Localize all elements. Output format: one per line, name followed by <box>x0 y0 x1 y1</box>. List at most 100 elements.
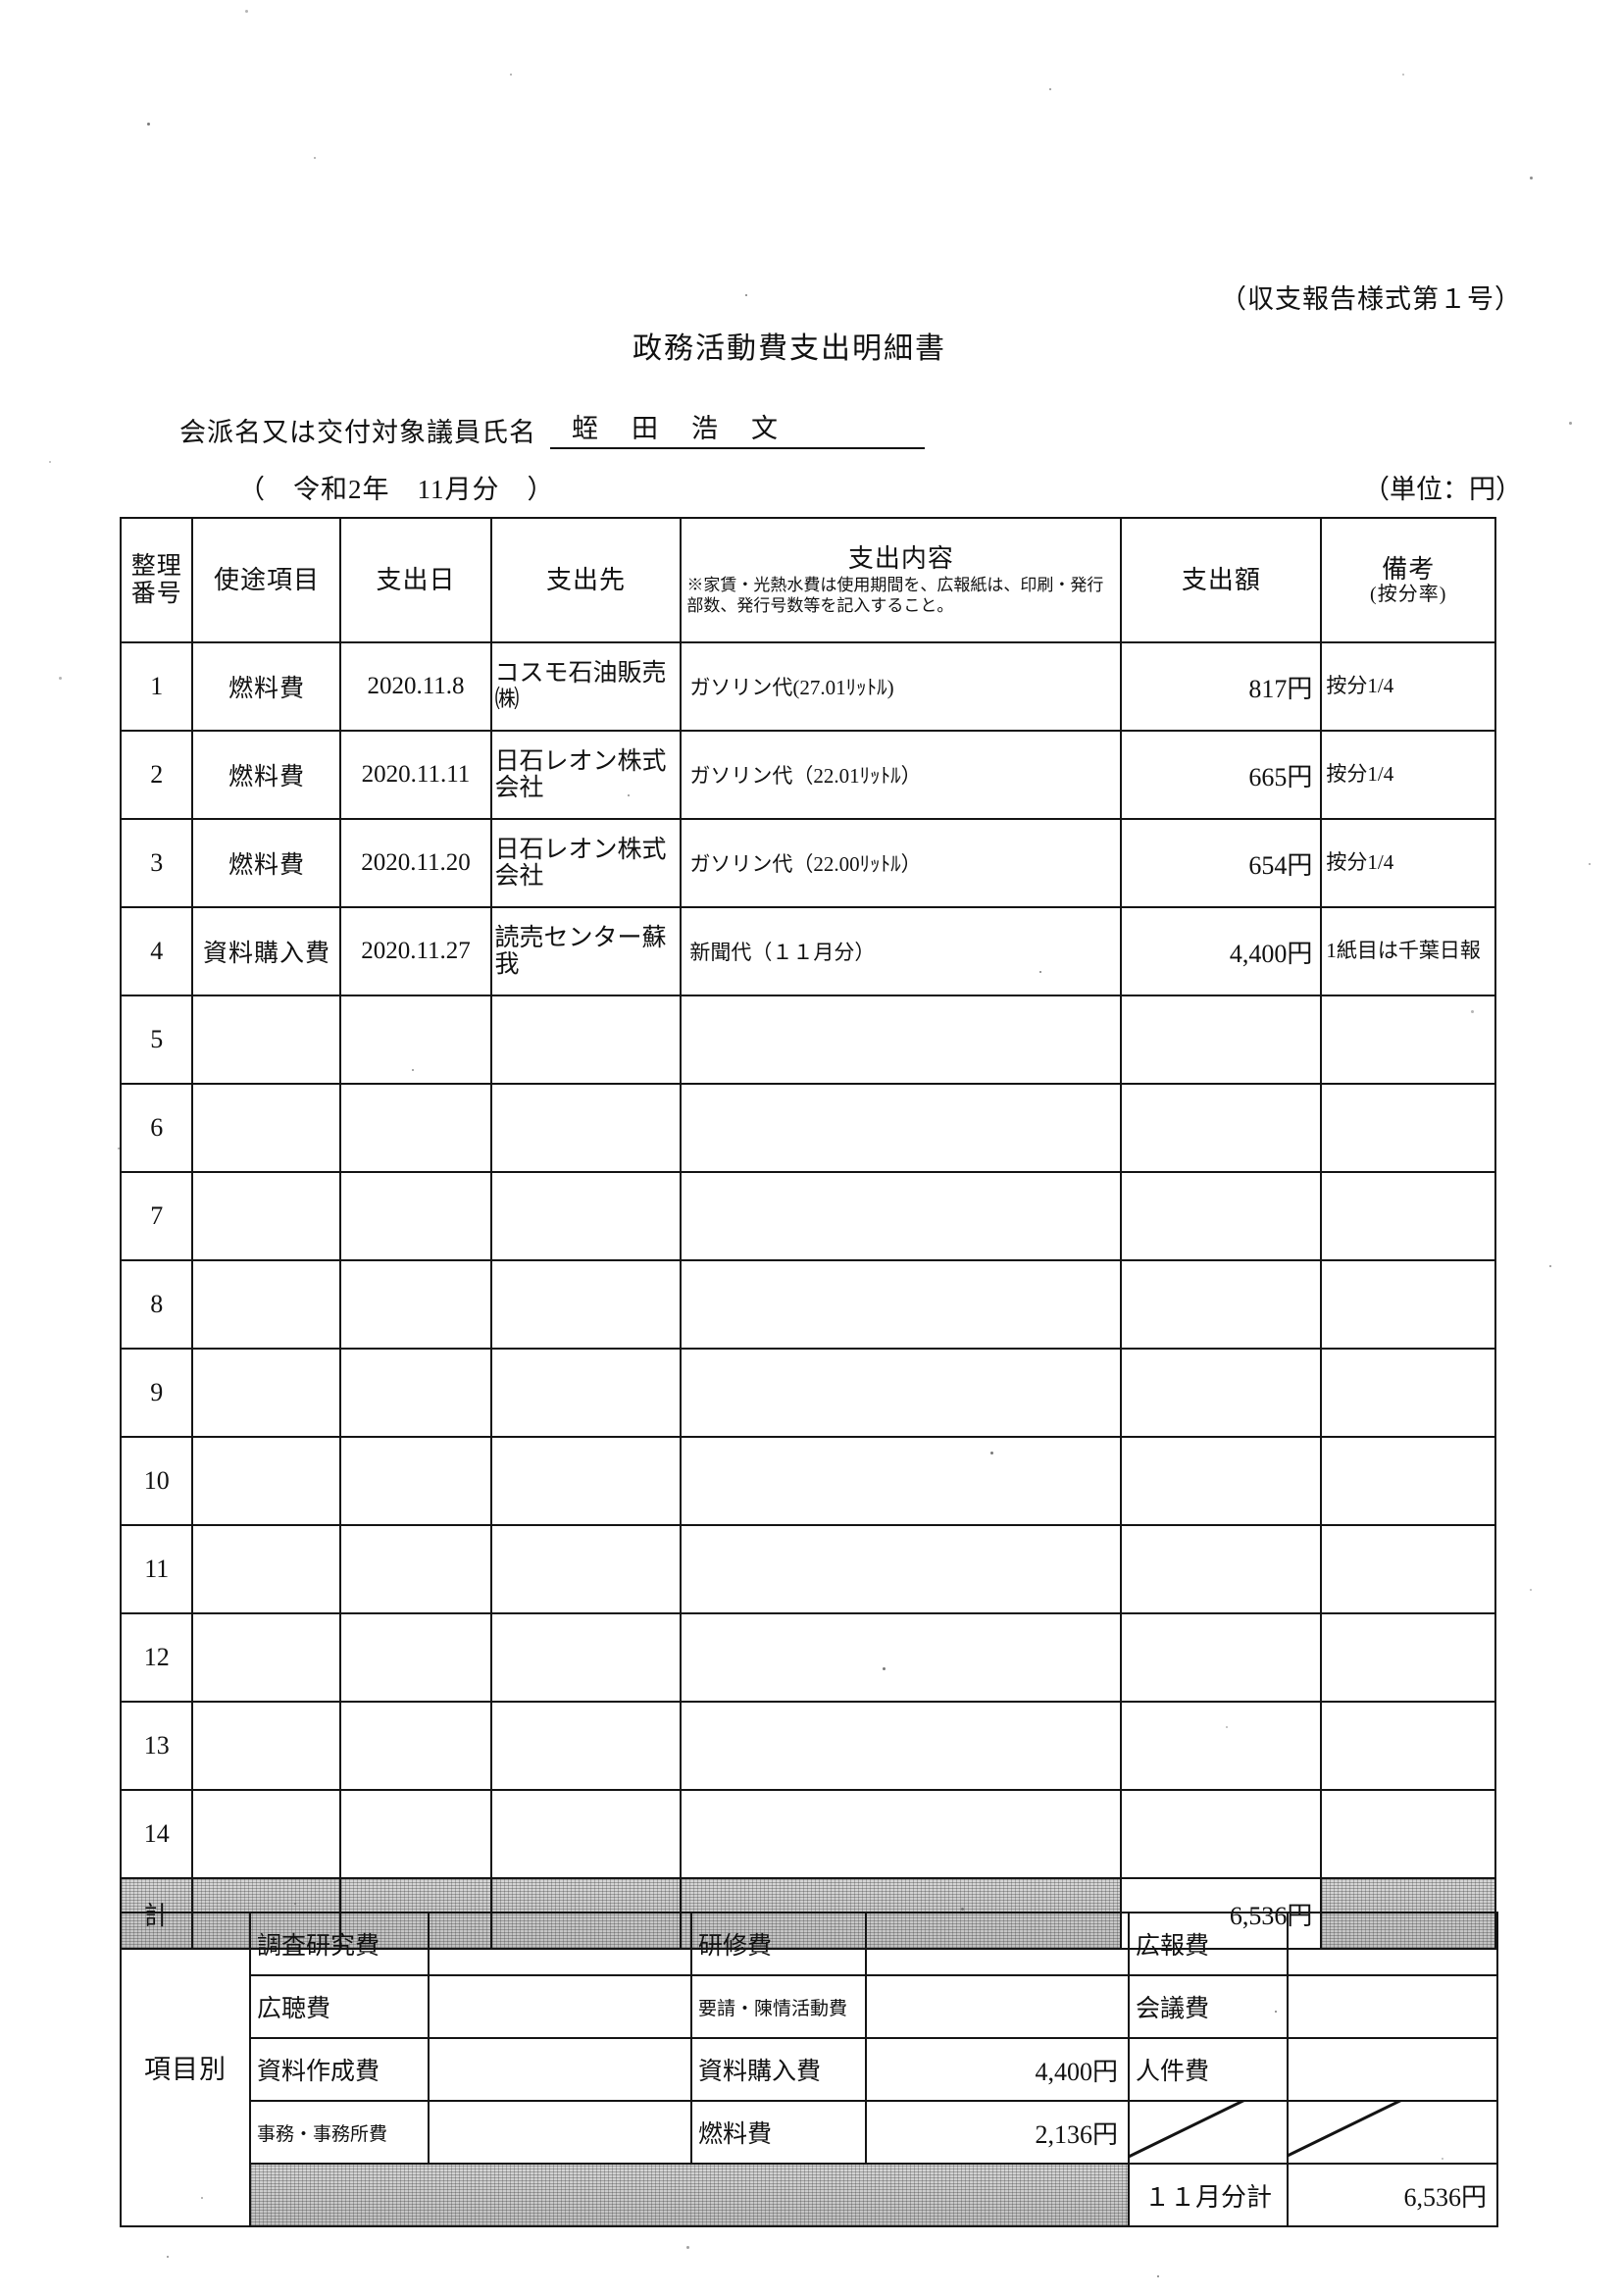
row-date <box>339 1171 492 1261</box>
column-header-amount: 支出額 <box>1120 517 1323 643</box>
row-date <box>339 1348 492 1438</box>
expense-rows-body: 1 燃料費 2020.11.8 コスモ石油販売㈱ ガソリン代(27.01ﾘｯﾄﾙ… <box>119 641 1496 1950</box>
row-description <box>680 1436 1123 1526</box>
row-no: 3 <box>119 818 194 908</box>
row-note <box>1320 1701 1496 1791</box>
row-amount: 665円 <box>1120 730 1323 820</box>
row-note: 1紙目は千葉日報 <box>1320 906 1496 996</box>
table-row: 11 <box>119 1524 1496 1614</box>
row-amount <box>1120 1259 1323 1350</box>
row-item <box>191 1789 342 1879</box>
row-note <box>1320 995 1496 1085</box>
row-note <box>1320 1524 1496 1614</box>
summary-value-research <box>428 1912 692 1976</box>
row-no: 14 <box>119 1789 194 1879</box>
table-row: 1 燃料費 2020.11.8 コスモ石油販売㈱ ガソリン代(27.01ﾘｯﾄﾙ… <box>119 641 1496 732</box>
summary-category-label: 項目別 <box>120 1912 251 2227</box>
row-description <box>680 1524 1123 1614</box>
row-date <box>339 1436 492 1526</box>
row-date <box>339 1259 492 1350</box>
row-no: 10 <box>119 1436 194 1526</box>
row-note <box>1320 1348 1496 1438</box>
summary-label-publicity: 広報費 <box>1128 1912 1289 1976</box>
row-description <box>680 1171 1123 1261</box>
row-item <box>191 1348 342 1438</box>
row-amount <box>1120 1524 1323 1614</box>
row-amount <box>1120 1083 1323 1173</box>
row-payee <box>489 1348 683 1438</box>
column-header-description: 支出内容 ※家賃・光熱水費は使用期間を、広報紙は、印刷・発行部数、発行号数等を記… <box>680 517 1123 643</box>
table-row: 7 <box>119 1171 1496 1261</box>
category-summary-table: 項目別 調査研究費 研修費 広報費 広聴費 要請・陳情活動費 会議費 資料作成費… <box>120 1912 1498 2227</box>
row-no: 9 <box>119 1348 194 1438</box>
row-date <box>339 1524 492 1614</box>
summary-label-document-purchase: 資料購入費 <box>690 2037 867 2102</box>
row-no: 1 <box>119 641 194 732</box>
column-header-description-note: ※家賃・光熱水費は使用期間を、広報紙は、印刷・発行部数、発行号数等を記入すること… <box>686 575 1104 616</box>
page-title: 政務活動費支出明細書 <box>633 332 946 365</box>
summary-value-document-prep <box>428 2037 692 2102</box>
row-amount: 817円 <box>1120 641 1323 732</box>
member-name-line: 会派名又は交付対象議員氏名 蛭田浩文 <box>179 407 925 449</box>
row-item <box>191 1612 342 1703</box>
month-total-row: １１月分計 6,536円 <box>121 2163 1498 2227</box>
table-row: 13 <box>119 1701 1496 1791</box>
summary-label-document-prep: 資料作成費 <box>249 2037 430 2102</box>
summary-row: 広聴費 要請・陳情活動費 会議費 <box>121 1974 1498 2039</box>
table-row: 9 <box>119 1348 1496 1438</box>
summary-value-training <box>865 1912 1130 1976</box>
row-note <box>1320 1171 1496 1261</box>
table-row: 5 <box>119 995 1496 1085</box>
summary-strike-cell-right <box>1287 2100 1498 2165</box>
summary-value-petition <box>865 1974 1130 2039</box>
table-row: 6 <box>119 1083 1496 1173</box>
row-date <box>339 1612 492 1703</box>
unit-label: （単位：円） <box>1363 475 1522 504</box>
row-item <box>191 1083 342 1173</box>
summary-label-petition: 要請・陳情活動費 <box>690 1974 867 2039</box>
row-no: 12 <box>119 1612 194 1703</box>
row-payee <box>489 1171 683 1261</box>
row-no: 4 <box>119 906 194 996</box>
row-item: 燃料費 <box>191 818 342 908</box>
column-header-note-sub: (按分率) <box>1370 584 1447 606</box>
row-payee <box>489 1083 683 1173</box>
row-note: 按分1/4 <box>1320 730 1496 820</box>
table-row: 3 燃料費 2020.11.20 日石レオン株式会社 ガソリン代（22.00ﾘｯ… <box>119 818 1496 908</box>
row-no: 13 <box>119 1701 194 1791</box>
row-date: 2020.11.8 <box>339 641 492 732</box>
row-description <box>680 1259 1123 1350</box>
row-no: 2 <box>119 730 194 820</box>
row-date: 2020.11.27 <box>339 906 492 996</box>
month-total-value: 6,536円 <box>1287 2163 1498 2227</box>
member-name-label: 会派名又は交付対象議員氏名 <box>179 418 536 447</box>
row-description <box>680 1612 1123 1703</box>
row-payee <box>489 1701 683 1791</box>
row-item <box>191 1524 342 1614</box>
row-item <box>191 1171 342 1261</box>
column-header-description-title: 支出内容 <box>847 543 954 573</box>
column-header-no-line2: 番号 <box>130 580 182 607</box>
row-note <box>1320 1259 1496 1350</box>
row-no: 7 <box>119 1171 194 1261</box>
table-row: 8 <box>119 1259 1496 1350</box>
summary-label-meeting: 会議費 <box>1128 1974 1289 2039</box>
row-no: 5 <box>119 995 194 1085</box>
row-item: 資料購入費 <box>191 906 342 996</box>
row-date <box>339 1701 492 1791</box>
row-amount <box>1120 1171 1323 1261</box>
row-description <box>680 1348 1123 1438</box>
row-amount <box>1120 1348 1323 1438</box>
month-total-shaded-area <box>249 2163 1130 2227</box>
row-description: ガソリン代(27.01ﾘｯﾄﾙ) <box>680 641 1123 732</box>
row-note: 按分1/4 <box>1320 641 1496 732</box>
form-code: （収支報告様式第１号） <box>1220 284 1522 314</box>
column-header-item: 使途項目 <box>191 517 342 643</box>
row-amount <box>1120 1701 1323 1791</box>
row-item <box>191 1259 342 1350</box>
summary-row: 事務・事務所費 燃料費 2,136円 <box>121 2100 1498 2165</box>
summary-row: 資料作成費 資料購入費 4,400円 人件費 <box>121 2037 1498 2102</box>
column-header-date: 支出日 <box>339 517 492 643</box>
summary-value-hearing <box>428 1974 692 2039</box>
row-no: 8 <box>119 1259 194 1350</box>
